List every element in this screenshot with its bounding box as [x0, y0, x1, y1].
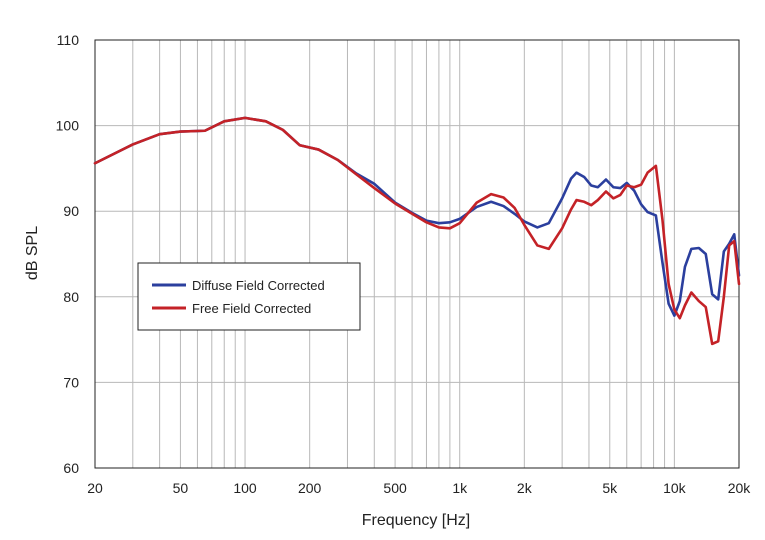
x-axis-title: Frequency [Hz] — [362, 512, 470, 529]
y-tick-label: 80 — [63, 289, 79, 305]
y-tick-label: 100 — [56, 118, 80, 134]
y-tick-label: 110 — [57, 32, 80, 48]
x-tick-label: 500 — [383, 480, 407, 496]
x-tick-label: 10k — [663, 480, 687, 496]
y-axis-title: dB SPL — [24, 226, 41, 280]
plot-frame — [94, 39, 740, 469]
x-tick-labels: 20 50 100 200 500 1k 2k 5k 10k 20k — [87, 480, 751, 496]
series-lines — [93, 116, 741, 346]
x-tick-label: 20 — [87, 480, 103, 496]
x-tick-label: 20k — [728, 480, 752, 496]
y-tick-label: 70 — [63, 374, 79, 390]
y-tick-labels: 60 70 80 90 100 110 — [56, 32, 80, 476]
x-tick-label: 2k — [517, 480, 533, 496]
y-tick-label: 60 — [63, 460, 79, 476]
legend-box — [137, 262, 361, 331]
series-line-free — [93, 116, 741, 346]
x-tick-label: 50 — [173, 480, 189, 496]
x-tick-label: 1k — [452, 480, 468, 496]
y-tick-label: 90 — [63, 203, 79, 219]
x-tick-label: 5k — [602, 480, 618, 496]
x-tick-label: 200 — [298, 480, 322, 496]
x-tick-label: 100 — [233, 480, 257, 496]
legend: Diffuse Field Corrected Free Field Corre… — [137, 262, 361, 331]
legend-label-diffuse: Diffuse Field Corrected — [192, 278, 325, 293]
legend-label-free: Free Field Corrected — [192, 301, 311, 316]
